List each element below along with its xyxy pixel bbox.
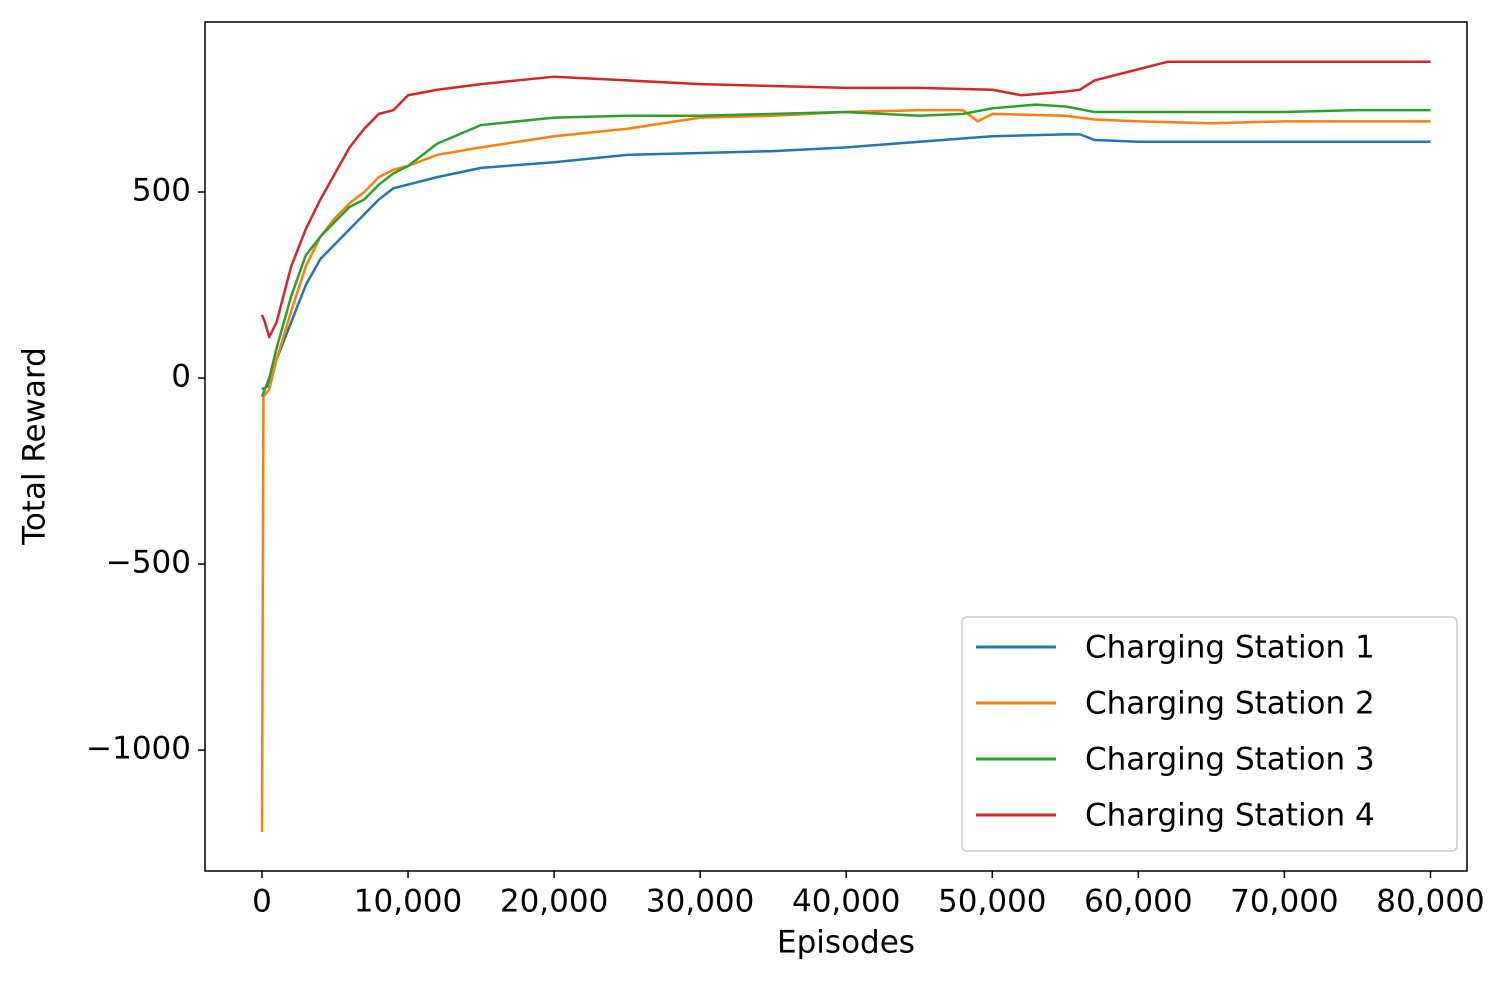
y-tick-label: 500	[132, 173, 191, 209]
legend-label: Charging Station 3	[1085, 742, 1375, 778]
y-tick-label: −1000	[86, 731, 191, 767]
plot-frame	[204, 21, 1468, 872]
x-tick-label: 50,000	[938, 884, 1046, 920]
legend-label: Charging Station 2	[1085, 686, 1375, 722]
legend-label: Charging Station 4	[1085, 798, 1375, 834]
x-tick-label: 0	[252, 884, 272, 920]
line-series	[261, 133, 1431, 391]
legend-label: Charging Station 1	[1085, 630, 1375, 666]
x-tick-label: 40,000	[792, 884, 900, 920]
x-tick-label: 60,000	[1084, 884, 1192, 920]
x-axis-label: Episodes	[777, 925, 915, 961]
y-tick-label: 0	[171, 359, 191, 395]
x-tick-label: 80,000	[1376, 884, 1484, 920]
x-tick-label: 20,000	[500, 884, 608, 920]
y-axis-label: Total Reward	[17, 347, 53, 546]
legend-box	[961, 616, 1458, 852]
y-tick-label: −500	[106, 545, 191, 581]
x-tick-label: 30,000	[646, 884, 754, 920]
line-series	[260, 60, 1431, 339]
x-tick-label: 10,000	[354, 884, 462, 920]
line-series	[260, 108, 1431, 832]
x-tick-label: 70,000	[1230, 884, 1338, 920]
line-series	[260, 103, 1431, 398]
